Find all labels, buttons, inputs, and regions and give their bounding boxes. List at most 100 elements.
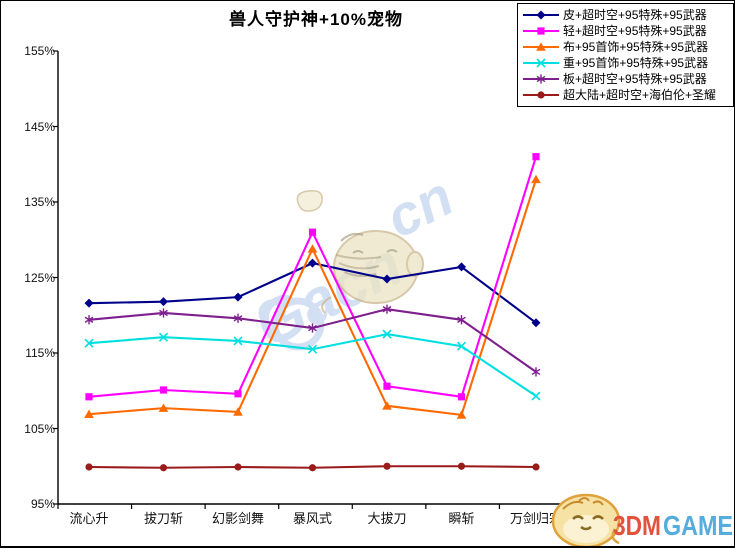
y-tick-label: 105% <box>24 421 55 436</box>
legend-label: 轻+超时空+95特殊+95武器 <box>563 24 707 38</box>
asterisk-marker <box>233 313 243 323</box>
x-marker <box>233 336 243 346</box>
legend-key <box>523 58 559 68</box>
y-tick-label: 145% <box>24 119 55 134</box>
triangle-marker <box>531 174 541 184</box>
legend-label: 布+95首饰+95特殊+95武器 <box>563 40 709 54</box>
diamond-marker <box>457 262 466 272</box>
axes <box>53 50 574 509</box>
x-category-label: 幻影剑舞 <box>211 511 264 526</box>
legend-key <box>523 10 559 20</box>
legend-item: 轻+超时空+95特殊+95武器 <box>522 23 731 39</box>
x-marker <box>382 329 392 339</box>
triangle-marker <box>84 409 94 418</box>
diamond-marker <box>531 318 541 328</box>
asterisk-marker <box>382 304 392 314</box>
square-marker <box>159 386 168 394</box>
asterisk-marker <box>536 74 546 84</box>
logo-graphic: 3DM GAME <box>551 493 733 546</box>
circle-marker <box>532 463 540 471</box>
legend-item: 布+95首饰+95特殊+95武器 <box>522 39 731 55</box>
x-marker <box>456 341 467 351</box>
x-category-label: 流心升 <box>69 511 109 526</box>
square-marker <box>308 228 317 236</box>
triangle-marker <box>307 244 318 253</box>
triangle-marker <box>158 403 169 412</box>
legend-item: 重+95首饰+95特殊+95武器 <box>522 55 731 71</box>
triangle-marker <box>536 42 546 51</box>
diamond-marker <box>308 258 317 268</box>
legend-label: 皮+超时空+95特殊+95武器 <box>563 8 707 22</box>
legend-item: 皮+超时空+95特殊+95武器 <box>522 7 731 23</box>
circle-marker <box>85 463 93 471</box>
logo-text-3dm: 3DM <box>613 510 661 541</box>
diamond-marker <box>536 10 546 20</box>
series-3 <box>84 329 541 401</box>
legend-label: 重+95首饰+95特殊+95武器 <box>563 56 709 70</box>
asterisk-marker <box>531 367 541 377</box>
logo-mascot-tuft <box>562 497 604 510</box>
circle-marker <box>457 462 466 470</box>
triangle-marker <box>233 407 243 416</box>
series-2 <box>84 174 541 419</box>
circle-marker <box>537 91 545 99</box>
diamond-marker <box>159 297 168 307</box>
logo-text-game: GAME <box>663 510 733 541</box>
mascot-eyes <box>340 232 398 254</box>
chart-title: 兽人守护神+10%宠物 <box>229 10 403 29</box>
diamond-marker <box>233 292 243 302</box>
watermark-mascot <box>296 189 424 314</box>
x-marker <box>536 58 546 68</box>
series-lines <box>84 153 541 472</box>
x-category-label: 瞬斩 <box>448 511 475 526</box>
series-4 <box>84 304 541 377</box>
square-marker <box>537 27 545 35</box>
site-logo: 3DM GAME <box>549 491 734 546</box>
circle-marker <box>234 463 242 471</box>
legend-key <box>523 27 559 35</box>
legend-key <box>523 42 559 51</box>
logo-mascot-face <box>572 515 604 531</box>
circle-marker <box>308 464 317 472</box>
y-tick-label: 155% <box>24 44 55 58</box>
triangle-marker <box>382 401 392 410</box>
circle-marker <box>383 462 391 470</box>
logo-mascot-wing <box>611 528 620 545</box>
legend-item: 超大陆+超时空+海伯伦+圣耀 <box>522 87 731 103</box>
legend-label: 板+超时空+95特殊+95武器 <box>563 72 707 86</box>
x-marker <box>84 338 94 348</box>
x-category-label: 万剑归宗 <box>509 511 562 526</box>
legend-item: 板+超时空+95特殊+95武器 <box>522 71 731 87</box>
series-0 <box>84 258 541 328</box>
y-tick-label: 135% <box>24 195 55 209</box>
asterisk-marker <box>308 323 317 333</box>
mascot-arm <box>321 296 332 314</box>
x-category-label: 暴风式 <box>292 511 332 526</box>
legend-key <box>523 91 559 99</box>
x-category-label: 大拔刀 <box>367 511 407 526</box>
series-5 <box>85 462 540 472</box>
square-marker <box>234 390 242 398</box>
triangle-marker <box>456 410 467 419</box>
legend-label: 超大陆+超时空+海伯伦+圣耀 <box>563 88 717 102</box>
square-marker <box>85 393 93 401</box>
x-marker <box>531 391 541 401</box>
series-1 <box>85 153 540 401</box>
mascot-mouth <box>335 254 382 278</box>
mascot-bubble <box>296 189 323 212</box>
legend: 皮+超时空+95特殊+95武器 轻+超时空+95特殊+95武器 布+95首饰+95特… <box>517 3 734 107</box>
square-marker <box>532 153 540 161</box>
mascot-ear <box>406 251 424 277</box>
asterisk-marker <box>159 308 168 318</box>
legend-key <box>523 74 559 84</box>
x-marker <box>307 344 318 354</box>
diamond-marker <box>84 298 94 308</box>
diamond-marker <box>382 274 392 284</box>
square-marker <box>383 382 391 390</box>
square-marker <box>457 393 466 401</box>
circle-marker <box>159 464 168 472</box>
y-tick-label: 125% <box>24 270 55 285</box>
y-tick-label: 115% <box>25 346 55 360</box>
